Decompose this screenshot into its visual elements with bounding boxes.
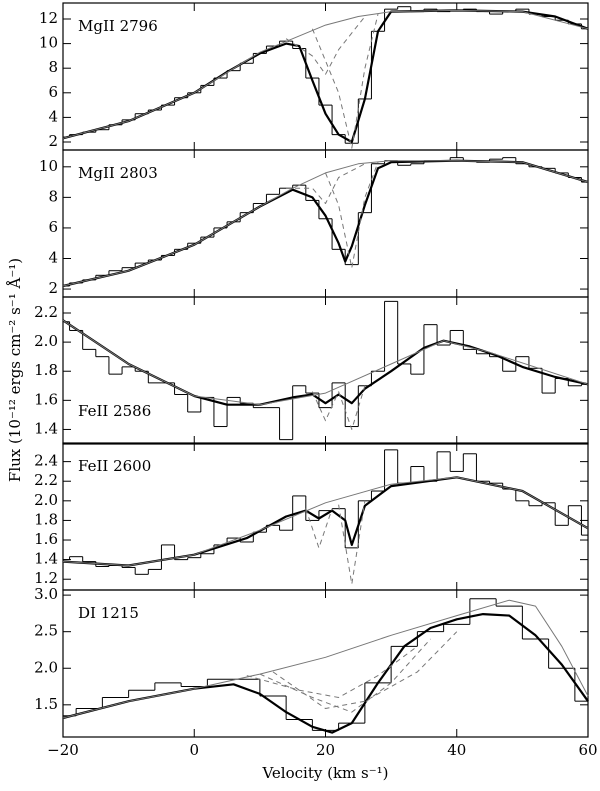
y-tick-label: 1.6 [34, 530, 58, 548]
y-tick-label: 1.8 [34, 510, 58, 528]
x-tick-label: −20 [47, 741, 79, 759]
y-tick-label: 6 [48, 83, 58, 101]
component-line [272, 631, 458, 709]
model-line [62, 613, 589, 734]
y-tick-label: 1.2 [34, 569, 58, 587]
x-tick-label: 40 [447, 741, 466, 759]
panel-label: MgII 2803 [78, 164, 158, 182]
x-tick-label: 20 [316, 741, 335, 759]
component-line [246, 645, 418, 698]
y-tick-label: 2.0 [34, 658, 58, 676]
y-tick-label: 2 [48, 279, 58, 297]
plot-frame [62, 589, 589, 738]
panel-label: FeII 2586 [78, 402, 151, 420]
y-tick-label: 10 [39, 157, 58, 175]
x-tick-label: 60 [578, 741, 597, 759]
component-line [311, 13, 379, 149]
component-line [338, 385, 366, 430]
model-line [62, 9, 589, 139]
model-line [62, 319, 589, 406]
y-tick-label: 1.4 [34, 550, 58, 568]
component-line [325, 162, 379, 269]
y-tick-label: 2.0 [34, 332, 58, 350]
model-line [62, 476, 589, 566]
y-tick-label: 4 [48, 107, 58, 125]
y-tick-label: 2.2 [34, 471, 58, 489]
y-tick-label: 4 [48, 248, 58, 266]
y-tick-label: 3.0 [34, 585, 58, 603]
y-tick-label: 8 [48, 187, 58, 205]
y-tick-label: 2.0 [34, 491, 58, 509]
model-line [62, 599, 589, 719]
y-tick-label: 1.6 [34, 390, 58, 408]
panel-label: FeII 2600 [78, 457, 151, 475]
component-line [285, 16, 366, 75]
x-axis-label: Velocity (km s⁻¹) [261, 764, 388, 782]
component-line [286, 163, 366, 204]
x-tick-label: 0 [189, 741, 199, 759]
component-line [311, 391, 340, 422]
y-tick-label: 1.8 [34, 361, 58, 379]
component-line [338, 500, 366, 585]
panel-label: DI 1215 [78, 604, 139, 622]
y-tick-label: 6 [48, 218, 58, 236]
y-tick-label: 1.5 [34, 695, 58, 713]
y-tick-label: 2.5 [34, 622, 58, 640]
panel-label: MgII 2796 [78, 17, 158, 35]
y-tick-label: 10 [39, 34, 58, 52]
y-tick-label: 2.4 [34, 452, 58, 470]
y-tick-label: 2 [48, 132, 58, 150]
model-line [62, 476, 589, 567]
y-tick-label: 2.2 [34, 303, 58, 321]
component-line [259, 638, 431, 713]
y-tick-label: 1.4 [34, 419, 58, 437]
y-tick-label: 8 [48, 58, 58, 76]
component-line [305, 508, 333, 549]
y-tick-label: 12 [39, 9, 58, 27]
y-axis-label: Flux (10⁻¹² ergs cm⁻² s⁻¹ Å⁻¹) [6, 258, 24, 482]
model-line [62, 319, 589, 406]
